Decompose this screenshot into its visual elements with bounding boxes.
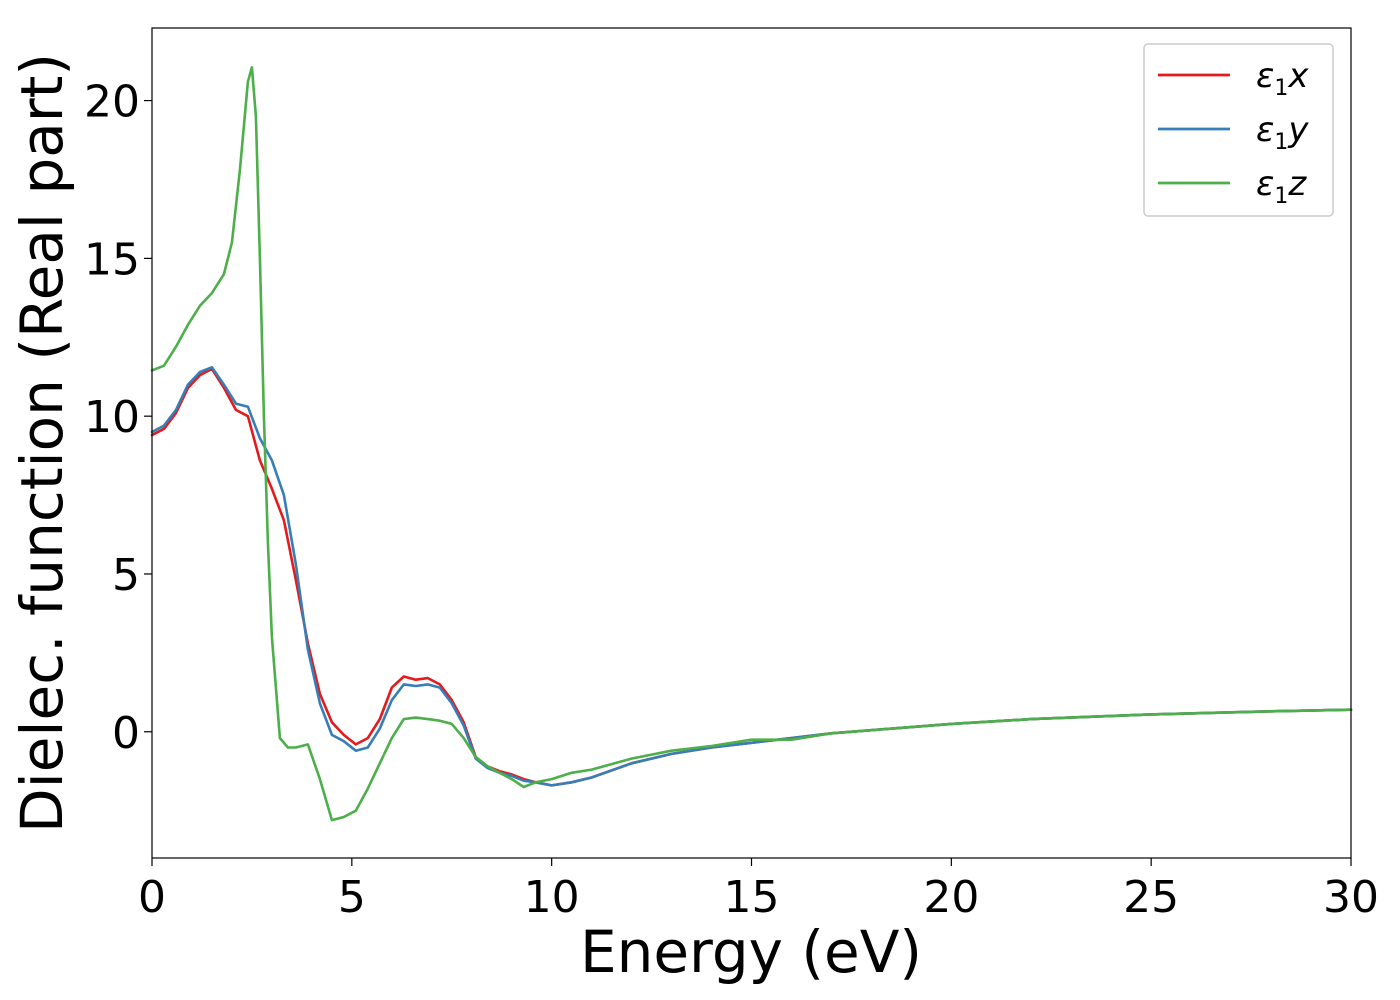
x-tick-label: 15 (724, 872, 780, 923)
legend: ε1x ε1y ε1z (1143, 43, 1334, 217)
legend-label-y: ε1y (1256, 110, 1309, 155)
legend-label-x: ε1x (1256, 56, 1309, 101)
y-tick-label: 0 (112, 708, 140, 759)
y-axis-label: Dielec. function (Real part) (8, 53, 76, 833)
x-tick-label: 5 (338, 872, 366, 923)
x-tick-label: 0 (138, 872, 166, 923)
y-tick-label: 10 (84, 392, 140, 443)
x-tick-label: 25 (1123, 872, 1179, 923)
y-tick-label: 15 (84, 234, 140, 285)
series-layer (150, 66, 1353, 822)
y-axis-ticks: 0 5 10 15 20 (84, 77, 152, 759)
legend-box (1143, 43, 1334, 217)
y-tick-label: 5 (112, 550, 140, 601)
x-axis-ticks: 0 5 10 15 20 25 30 (138, 858, 1379, 923)
x-tick-label: 30 (1323, 872, 1379, 923)
series-line-z (150, 66, 1353, 822)
x-tick-label: 20 (923, 872, 979, 923)
y-tick-label: 20 (84, 77, 140, 128)
x-axis-label: Energy (eV) (580, 918, 922, 986)
series-line-y (150, 365, 1353, 787)
x-tick-label: 10 (524, 872, 580, 923)
legend-label-z: ε1z (1256, 164, 1307, 209)
